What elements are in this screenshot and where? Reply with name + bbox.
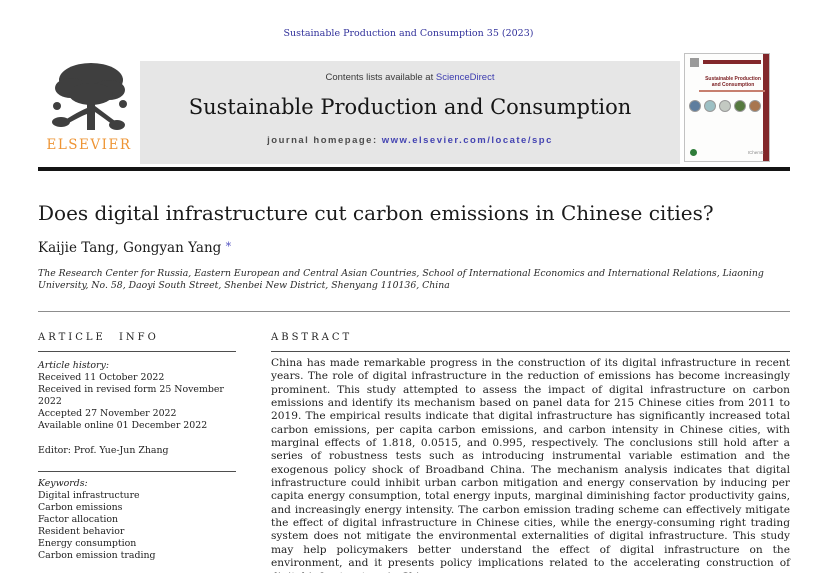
article-info-underline: [38, 351, 236, 352]
cover-subtitle-bar: [699, 90, 765, 92]
contents-lists-text: Contents lists available at: [325, 72, 434, 83]
cover-circle-4: [734, 100, 746, 112]
cover-circle-3: [719, 100, 731, 112]
history-received: Received 11 October 2022: [38, 372, 165, 384]
cover-footer: IChemE: [690, 149, 764, 156]
abstract-text: China has made remarkable progress in th…: [271, 357, 790, 573]
elsevier-wordmark: ELSEVIER: [46, 137, 132, 153]
article-info-column: Article history: Received 11 October 202…: [38, 360, 238, 562]
abstract-column: China has made remarkable progress in th…: [271, 357, 790, 573]
journal-cover-thumbnail: Sustainable Production and Consumption I…: [684, 53, 770, 162]
cover-circle-2: [704, 100, 716, 112]
abstract-underline: [271, 351, 790, 352]
keyword-item: Energy consumption: [38, 538, 137, 550]
keyword-item: Digital infrastructure: [38, 489, 140, 501]
cover-banner-bar: [703, 60, 761, 64]
keyword-item: Carbon emissions: [38, 501, 123, 513]
cover-maroon-strip: [763, 54, 769, 161]
cover-footer-publisher: IChemE: [747, 150, 764, 155]
keyword-item: Resident behavior: [38, 526, 125, 538]
cover-globe-icon: [690, 149, 697, 156]
journal-banner: Contents lists available at ScienceDirec…: [140, 61, 680, 164]
contents-lists-line: Contents lists available at ScienceDirec…: [140, 72, 680, 83]
article-history-label: Article history:: [38, 360, 109, 371]
homepage-label: journal homepage:: [267, 135, 378, 146]
journal-citation-line: Sustainable Production and Consumption 3…: [283, 28, 534, 39]
article-info-heading: ARTICLE INFO: [38, 332, 159, 343]
history-available-online: Available online 01 December 2022: [38, 420, 208, 432]
author-names: Kaijie Tang, Gongyan Yang: [38, 240, 222, 256]
history-revised: Received in revised form 25 November 202…: [38, 384, 224, 408]
article-affiliation: The Research Center for Russia, Eastern …: [38, 268, 764, 291]
section-divider-line: [38, 311, 790, 312]
keywords-divider-line: [38, 470, 236, 472]
keyword-item: Carbon emission trading: [38, 550, 156, 562]
article-title: Does digital infrastructure cut carbon e…: [38, 201, 714, 225]
journal-title: Sustainable Production and Consumption: [188, 95, 632, 119]
keyword-item: Factor allocation: [38, 513, 119, 525]
article-authors: Kaijie Tang, Gongyan Yang *: [38, 240, 231, 256]
homepage-line: journal homepage: www.elsevier.com/locat…: [140, 135, 680, 146]
elsevier-logo: ELSEVIER: [38, 58, 140, 166]
keywords-label: Keywords:: [38, 477, 88, 489]
history-accepted: Accepted 27 November 2022: [38, 408, 177, 420]
homepage-url-link[interactable]: www.elsevier.com/locate/spc: [381, 135, 553, 146]
editor-line: Editor: Prof. Yue-Jun Zhang: [38, 444, 169, 456]
cover-circle-5: [749, 100, 761, 112]
header-divider-bar: [38, 167, 790, 171]
elsevier-tree-icon: [52, 63, 127, 130]
cover-image-circles: [689, 100, 769, 112]
cover-title: Sustainable Production and Consumption: [705, 76, 761, 88]
cover-publisher-logo: [690, 58, 699, 67]
abstract-heading: ABSTRACT: [271, 332, 353, 343]
corresponding-author-mark[interactable]: *: [225, 240, 232, 253]
cover-circle-1: [689, 100, 701, 112]
sciencedirect-link[interactable]: ScienceDirect: [435, 72, 495, 83]
